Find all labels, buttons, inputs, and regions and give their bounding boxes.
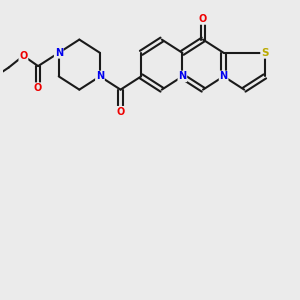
- Text: N: N: [96, 71, 104, 81]
- Text: O: O: [19, 51, 28, 61]
- Text: O: O: [116, 107, 125, 117]
- Text: N: N: [220, 71, 228, 81]
- Text: N: N: [178, 71, 187, 81]
- Text: O: O: [34, 83, 42, 93]
- Text: S: S: [261, 48, 268, 58]
- Text: N: N: [55, 48, 63, 58]
- Text: O: O: [199, 14, 207, 24]
